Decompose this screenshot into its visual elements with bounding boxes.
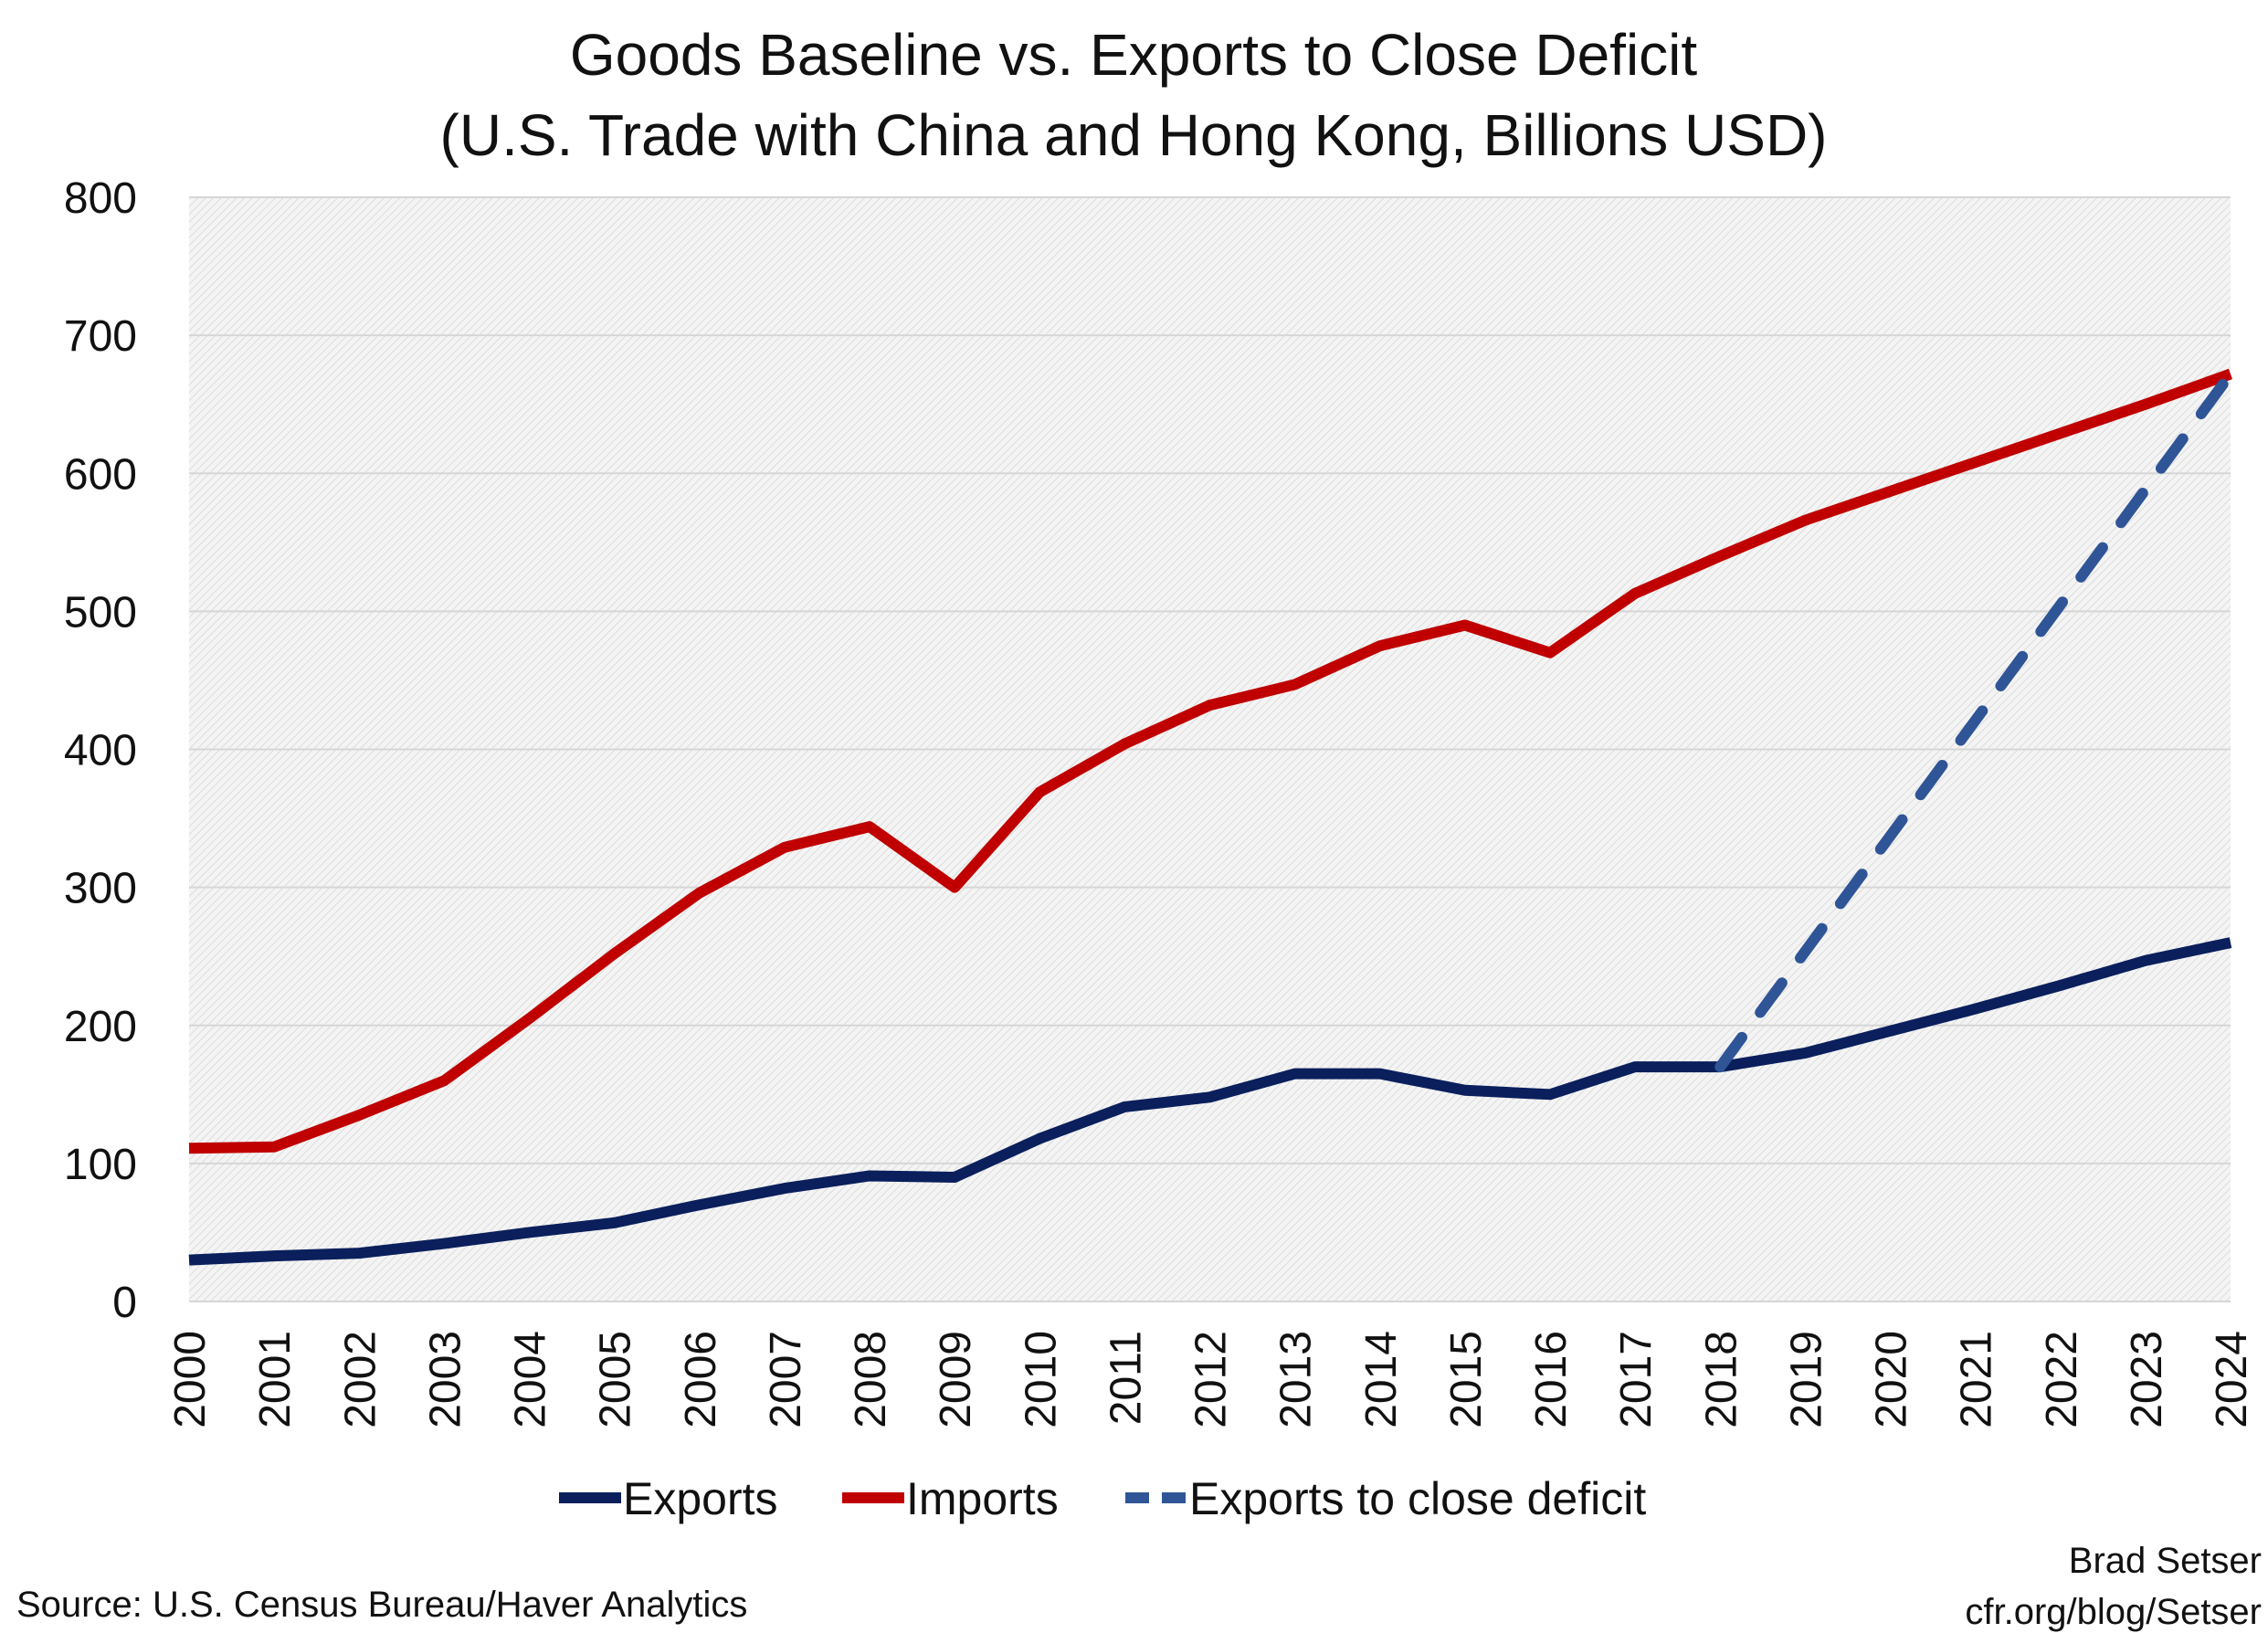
y-tick-label: 600	[64, 450, 137, 499]
series-line-imports	[188, 368, 2233, 1154]
source-note: Source: U.S. Census Bureau/Haver Analyti…	[16, 1585, 747, 1625]
x-tick-label: 2005	[592, 1331, 640, 1428]
legend-label: Exports	[623, 1473, 778, 1524]
legend: Exports Imports Exports to close deficit	[559, 1473, 1646, 1524]
x-tick-label: 2002	[336, 1331, 385, 1428]
x-tick-label: 2023	[2123, 1331, 2171, 1428]
x-tick-label: 2011	[1102, 1331, 1150, 1425]
legend-label: Exports to close deficit	[1189, 1473, 1646, 1524]
x-tick-label: 2020	[1868, 1331, 1916, 1428]
x-tick-label: 2010	[1017, 1331, 1065, 1428]
chart-title: Goods Baseline vs. Exports to Close Defi…	[570, 22, 1698, 88]
x-tick-label: 2015	[1442, 1331, 1491, 1428]
x-tick-label: 2009	[932, 1331, 980, 1428]
x-tick-label: 2003	[421, 1331, 469, 1428]
y-tick-label: 0	[112, 1279, 137, 1327]
x-tick-label: 2017	[1612, 1331, 1661, 1428]
x-tick-label: 2013	[1272, 1331, 1321, 1428]
x-tick-label: 2006	[677, 1331, 725, 1428]
y-tick-label: 400	[64, 727, 137, 775]
x-tick-label: 2024	[2208, 1331, 2256, 1428]
series-line-exports-to-close-deficit	[1714, 368, 2236, 1073]
x-tick-label: 2012	[1187, 1331, 1236, 1428]
x-tick-label: 2007	[762, 1331, 810, 1428]
author-note: Brad Setser	[2069, 1541, 2262, 1581]
x-tick-label: 2018	[1697, 1331, 1746, 1428]
x-tick-label: 2019	[1782, 1331, 1830, 1428]
x-tick-label: 2022	[2038, 1331, 2086, 1428]
x-tick-label: 2001	[251, 1331, 300, 1428]
x-tick-label: 2016	[1527, 1331, 1576, 1428]
url-note: cfr.org/blog/Setser	[1965, 1592, 2262, 1632]
x-tick-label: 2021	[1953, 1331, 2001, 1428]
x-tick-label: 2004	[507, 1331, 555, 1428]
y-tick-label: 500	[64, 588, 137, 637]
x-tick-label: 2000	[166, 1331, 215, 1428]
legend-label: Imports	[906, 1473, 1059, 1524]
y-tick-label: 200	[64, 1003, 137, 1051]
x-tick-label: 2008	[847, 1331, 895, 1428]
y-tick-label: 300	[64, 865, 137, 913]
chart-subtitle: (U.S. Trade with China and Hong Kong, Bi…	[440, 102, 1828, 168]
y-tick-label: 700	[64, 312, 137, 361]
y-tick-label: 100	[64, 1141, 137, 1189]
y-tick-label: 800	[64, 174, 137, 223]
series-line-exports	[188, 937, 2232, 1266]
x-tick-label: 2014	[1357, 1331, 1406, 1428]
